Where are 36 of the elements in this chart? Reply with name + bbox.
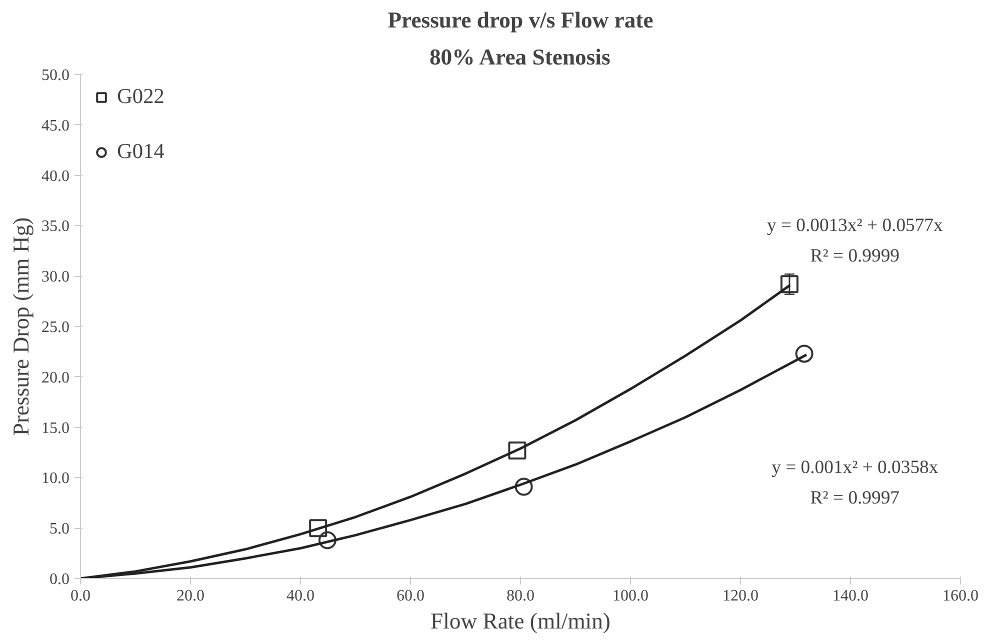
annotation: R² = 0.9999 (810, 245, 900, 266)
x-tick-label: 0.0 (70, 588, 90, 604)
y-tick-label: 45.0 (42, 117, 70, 134)
y-axis-title: Pressure Drop (mm Hg) (8, 217, 34, 436)
point (514, 478, 533, 496)
y-tick-label: 30.0 (42, 268, 70, 286)
x-tick-label: 20.0 (176, 588, 204, 604)
y-tick-label: 15.0 (42, 420, 70, 437)
y-tick-label: 50.0 (42, 67, 70, 84)
annotation: R² = 0.9997 (810, 487, 900, 508)
y-tick-label: 35.0 (42, 218, 70, 236)
point (309, 519, 328, 538)
x-tick-label: 100.0 (612, 588, 648, 604)
point (780, 275, 798, 294)
x-tick-label: 60.0 (396, 588, 424, 604)
point (795, 344, 814, 363)
point (508, 441, 526, 460)
annotation: y = 0.001x² + 0.0358x (772, 457, 939, 478)
x-tick-label: 120.0 (722, 588, 758, 604)
y-tick-label: 20.0 (42, 369, 70, 386)
y-tick-label: 0.0 (50, 571, 70, 588)
chart-subtitle: 80% Area Stenosis (429, 44, 610, 70)
y-tick-label: 10.0 (42, 470, 70, 488)
y-tick-label: 40.0 (42, 168, 70, 185)
point (318, 531, 336, 550)
x-tick-label: 160.0 (942, 588, 978, 604)
x-tick-label: 40.0 (286, 588, 314, 604)
annotation: y = 0.0013x² + 0.0577x (766, 215, 944, 236)
chart-title: Pressure drop v/s Flow rate (388, 8, 654, 32)
x-tick-label: 140.0 (832, 588, 868, 604)
y-tick-label: 25.0 (42, 319, 70, 336)
y-tick-label: 5.0 (50, 520, 70, 538)
x-tick-label: 80.0 (506, 588, 534, 604)
legend-label: G014 (117, 139, 164, 164)
legend-label: G022 (117, 84, 164, 109)
x-axis-title: Flow Rate (ml/min) (430, 608, 610, 634)
